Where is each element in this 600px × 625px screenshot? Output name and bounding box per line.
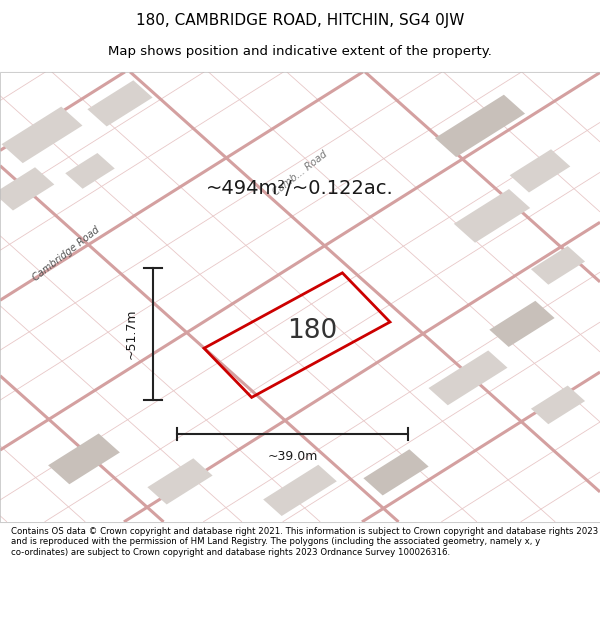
Polygon shape <box>454 189 530 242</box>
Polygon shape <box>0 168 55 211</box>
Polygon shape <box>509 149 571 192</box>
Text: Map shows position and indicative extent of the property.: Map shows position and indicative extent… <box>108 45 492 58</box>
Text: ~494m²/~0.122ac.: ~494m²/~0.122ac. <box>206 179 394 198</box>
Text: 180, CAMBRIDGE ROAD, HITCHIN, SG4 0JW: 180, CAMBRIDGE ROAD, HITCHIN, SG4 0JW <box>136 12 464 28</box>
Polygon shape <box>490 301 554 347</box>
Polygon shape <box>48 434 120 484</box>
Polygon shape <box>263 465 337 516</box>
Polygon shape <box>88 80 152 126</box>
Text: ~39.0m: ~39.0m <box>268 450 317 463</box>
Polygon shape <box>364 449 428 496</box>
Polygon shape <box>428 351 508 405</box>
Text: Camb... Road: Camb... Road <box>271 149 329 198</box>
Polygon shape <box>2 107 82 163</box>
Polygon shape <box>65 153 115 189</box>
Text: 180: 180 <box>287 318 337 344</box>
Text: Cambridge Road: Cambridge Road <box>31 225 101 283</box>
Text: ~51.7m: ~51.7m <box>125 309 138 359</box>
Polygon shape <box>531 246 585 285</box>
Text: Contains OS data © Crown copyright and database right 2021. This information is : Contains OS data © Crown copyright and d… <box>11 527 598 557</box>
Polygon shape <box>531 386 585 424</box>
Polygon shape <box>435 95 525 157</box>
Polygon shape <box>148 458 212 504</box>
